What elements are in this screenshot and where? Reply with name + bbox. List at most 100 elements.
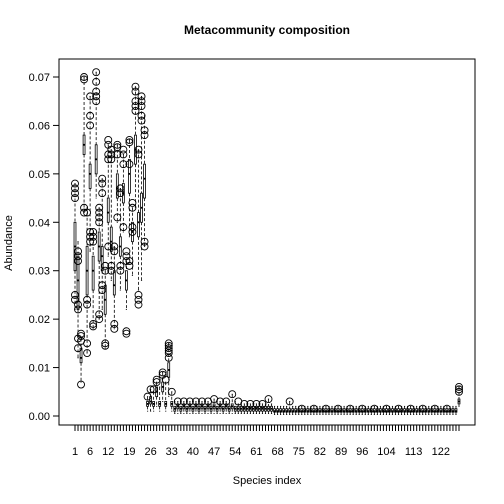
- box-species-47: [212, 398, 216, 414]
- outlier-point: [131, 102, 140, 111]
- box-species-33: [170, 391, 174, 412]
- outlier-point: [122, 247, 131, 256]
- box-iqr: [149, 396, 152, 405]
- box-species-35: [176, 401, 180, 414]
- box-species-86: [330, 405, 334, 415]
- outlier-point: [137, 111, 146, 120]
- outlier-point: [110, 320, 119, 328]
- outlier-point: [89, 237, 98, 246]
- outlier-point: [74, 247, 82, 256]
- box-species-102: [379, 405, 382, 415]
- y-tick-label: 0.00: [29, 411, 50, 423]
- outlier-point: [222, 397, 231, 406]
- outlier-point: [110, 247, 119, 256]
- outlier-point: [164, 349, 173, 357]
- box-species-94: [354, 405, 358, 415]
- outlier-point: [83, 339, 92, 348]
- outlier-point: [134, 300, 143, 309]
- outlier-point: [297, 404, 306, 413]
- outlier-point: [98, 286, 107, 295]
- outlier-point: [107, 155, 116, 164]
- x-tick-label: 26: [144, 446, 156, 458]
- box-species-114: [415, 405, 419, 415]
- box-iqr: [91, 255, 95, 291]
- outlier-point: [128, 203, 137, 212]
- box-species-127: [454, 405, 458, 415]
- outlier-point: [71, 194, 79, 203]
- outlier-point: [116, 261, 125, 270]
- outlier-point: [158, 368, 167, 377]
- outlier-point: [77, 332, 85, 341]
- x-tick-label: 113: [405, 446, 423, 458]
- outlier-point: [113, 150, 122, 159]
- y-tick-label: 0.07: [29, 72, 50, 84]
- outlier-point: [134, 150, 143, 159]
- outlier-point: [334, 404, 343, 413]
- outlier-point: [128, 198, 137, 207]
- outlier-point: [137, 92, 146, 101]
- box-species-53: [230, 393, 234, 414]
- outlier-point: [107, 150, 116, 159]
- outlier-point: [418, 404, 427, 413]
- outlier-point: [107, 266, 116, 275]
- outlier-point: [110, 242, 119, 251]
- box-iqr: [137, 212, 140, 238]
- box-species-29: [158, 386, 162, 412]
- outlier-point: [80, 75, 89, 84]
- outlier-point: [71, 290, 79, 299]
- outlier-point: [346, 404, 355, 413]
- outlier-point: [86, 111, 95, 120]
- outlier-point: [140, 126, 149, 135]
- box-iqr: [79, 347, 83, 364]
- outlier-point: [95, 315, 104, 324]
- outlier-point: [98, 189, 107, 198]
- outlier-point: [101, 341, 110, 350]
- x-tick-label: 104: [377, 446, 395, 458]
- outliers-group: [71, 68, 463, 413]
- outlier-point: [119, 150, 128, 159]
- box-species-63: [261, 403, 264, 414]
- outlier-point: [125, 257, 134, 265]
- box-species-92: [348, 405, 352, 415]
- box-species-55: [236, 403, 240, 414]
- box-species-70: [282, 405, 285, 415]
- outlier-point: [80, 73, 89, 81]
- outlier-point: [119, 223, 128, 232]
- outlier-point: [455, 385, 463, 394]
- box-iqr: [106, 197, 110, 223]
- outlier-point: [455, 387, 463, 396]
- chart-title: Metacommunity composition: [184, 23, 350, 37]
- box-species-126: [451, 405, 455, 415]
- outlier-point: [322, 404, 330, 413]
- outlier-point: [137, 97, 146, 106]
- outlier-point: [98, 174, 107, 183]
- outlier-point: [140, 237, 149, 246]
- outlier-point: [77, 380, 85, 389]
- outlier-point: [134, 295, 143, 304]
- outlier-point: [95, 203, 104, 212]
- outlier-point: [252, 399, 261, 408]
- outlier-point: [122, 329, 131, 338]
- x-tick-label: 47: [208, 446, 220, 458]
- outlier-point: [358, 404, 367, 413]
- outlier-point: [246, 399, 255, 408]
- outlier-point: [191, 397, 200, 406]
- y-tick-label: 0.06: [29, 120, 50, 132]
- box-species-76: [300, 405, 304, 415]
- outlier-point: [137, 116, 146, 125]
- outlier-point: [83, 208, 92, 217]
- outlier-point: [89, 232, 98, 241]
- outlier-point: [74, 344, 82, 353]
- x-tick-label: 68: [271, 446, 283, 458]
- outlier-point: [71, 184, 79, 193]
- box-species-110: [403, 405, 406, 415]
- box-species-59: [249, 403, 252, 414]
- outlier-point: [140, 242, 149, 251]
- box-iqr: [128, 158, 131, 194]
- outlier-point: [370, 404, 379, 413]
- box-species-25: [146, 396, 149, 412]
- outlier-point: [216, 397, 225, 406]
- outlier-point: [455, 382, 463, 391]
- outlier-point: [161, 375, 170, 384]
- outlier-point: [92, 77, 101, 86]
